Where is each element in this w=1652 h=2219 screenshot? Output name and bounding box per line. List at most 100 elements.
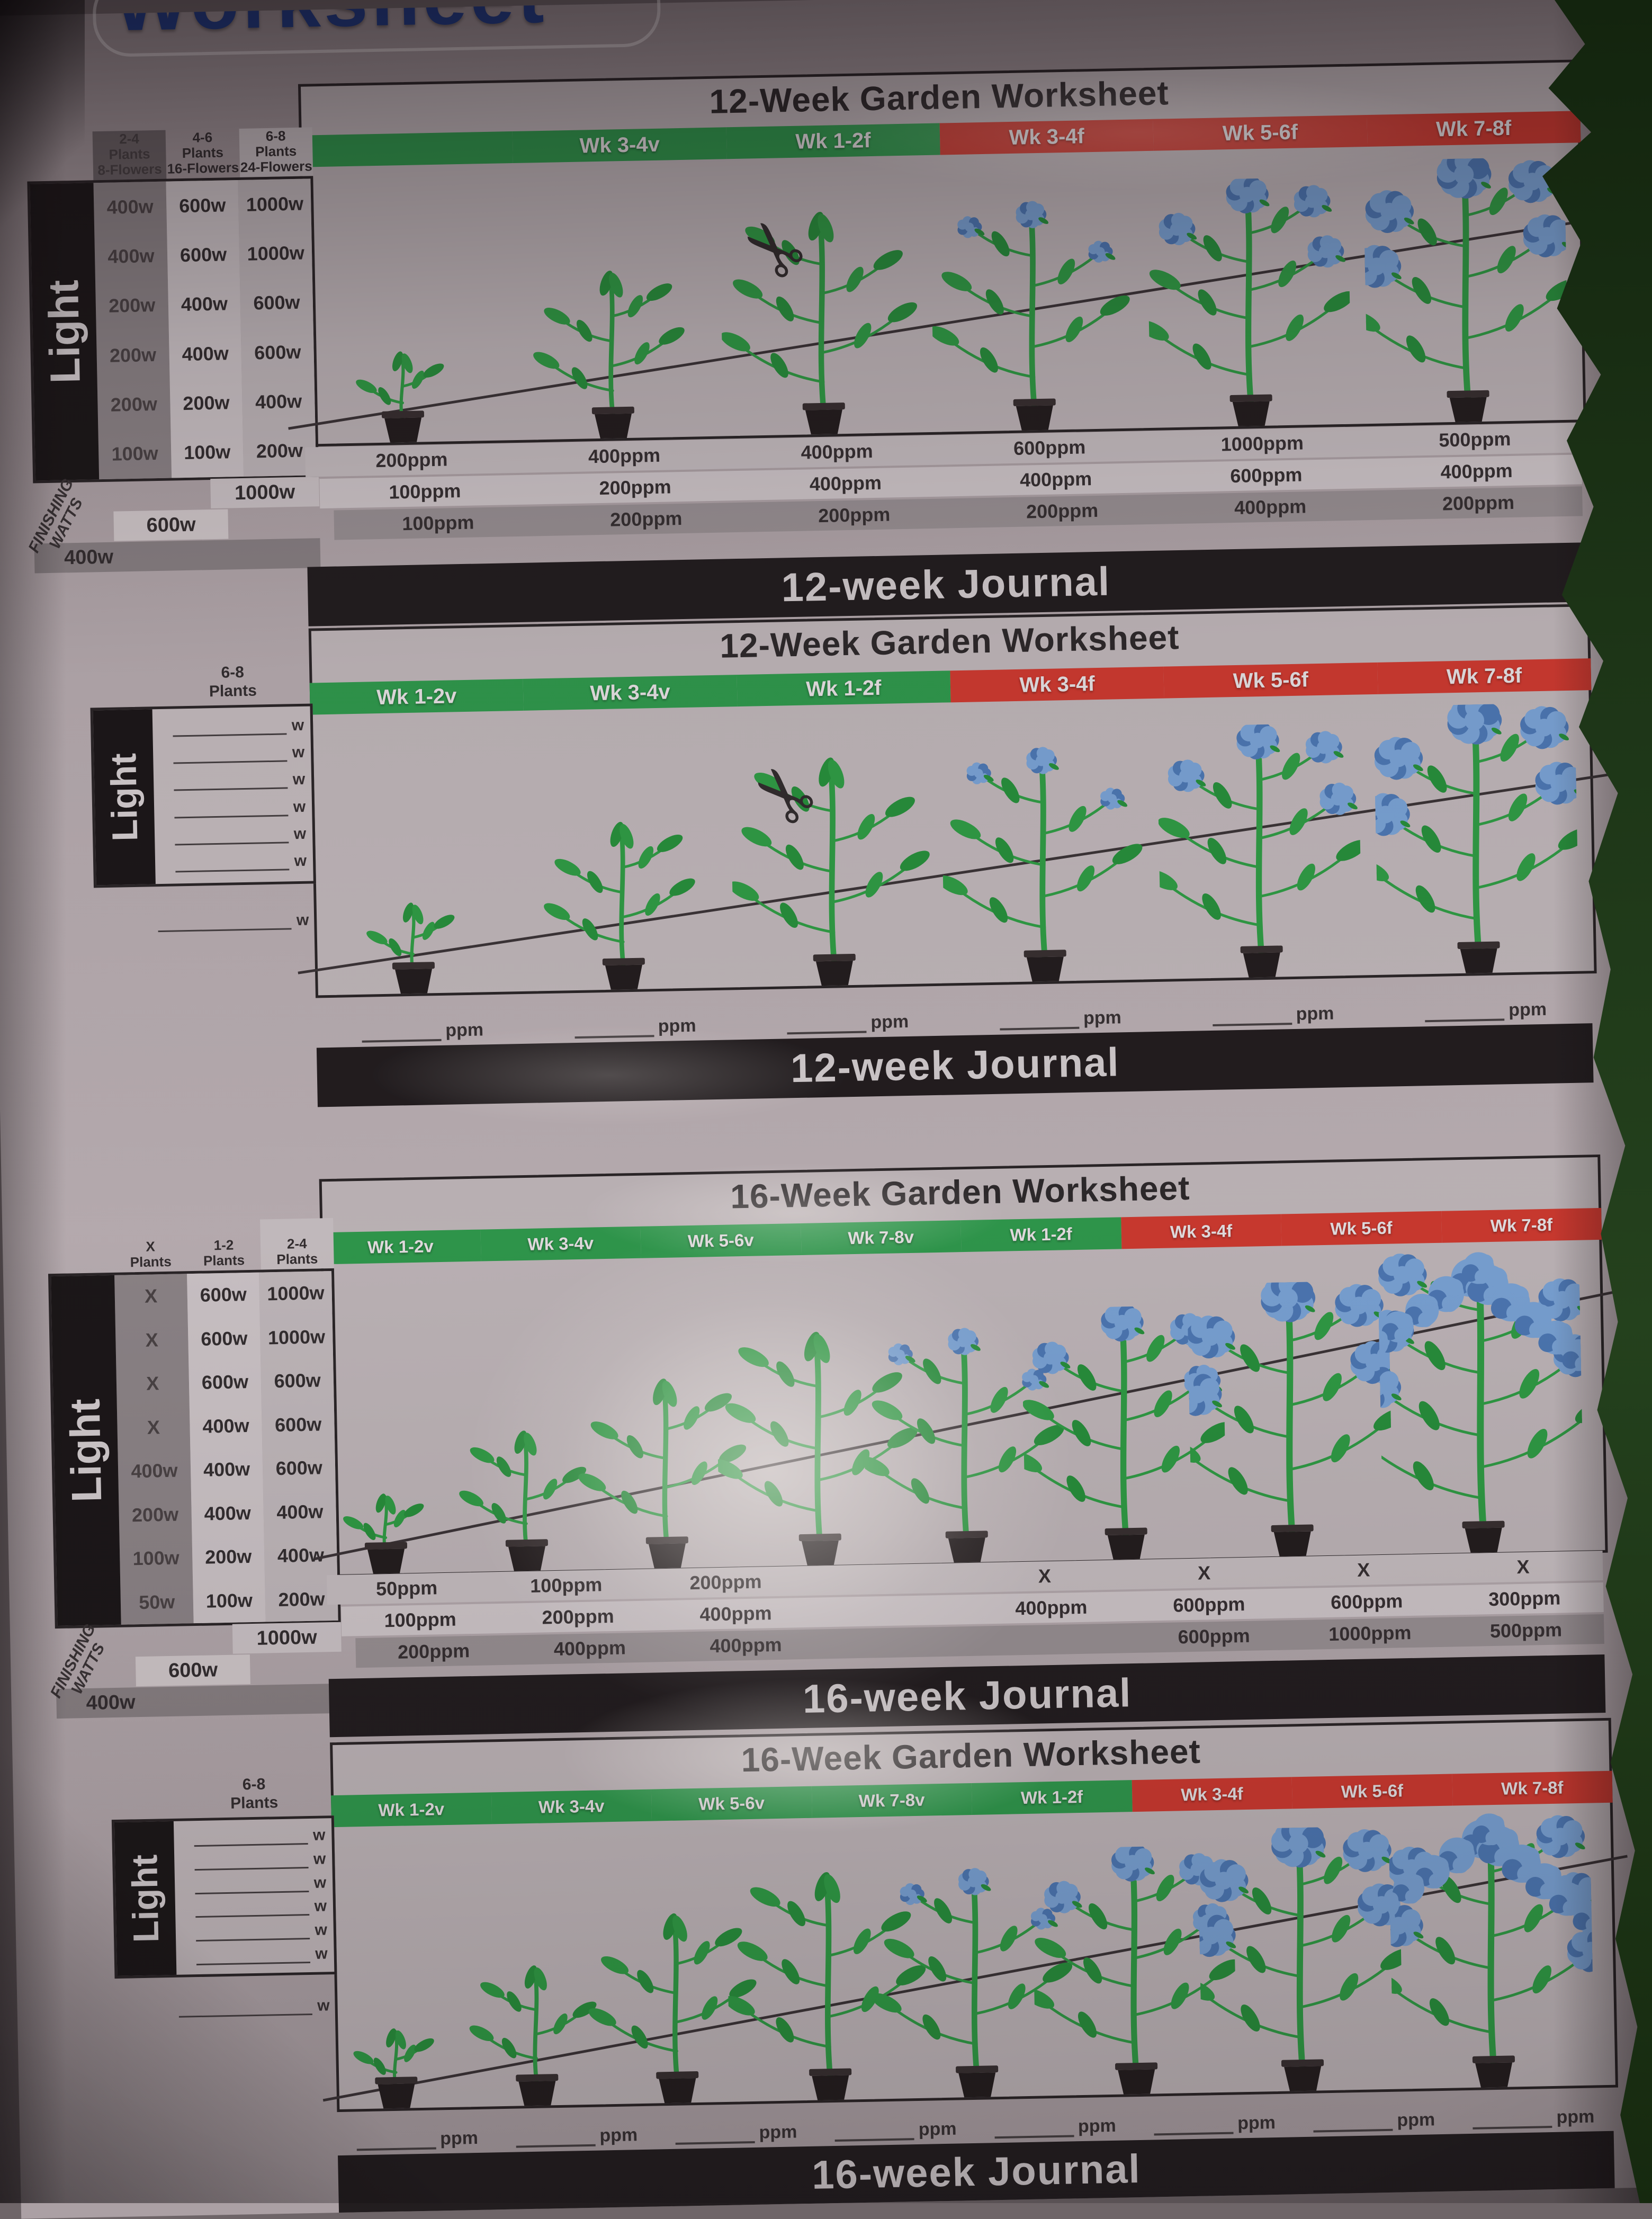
week-label: Wk 1-2f <box>805 676 882 701</box>
ppm-value-cell: X <box>1197 1562 1211 1584</box>
flowering-plant-illustration <box>1363 156 1569 422</box>
ppm-blank-field: ppm <box>1166 981 1380 1027</box>
week-label: Wk 5-6v <box>698 1793 765 1814</box>
watt-value-cell: 600w <box>200 1283 247 1307</box>
week-label: Wk 7-8v <box>858 1789 925 1811</box>
blank-ppm-line <box>1424 1000 1505 1023</box>
ppm-value-cell <box>824 1641 980 1644</box>
week-label: Wk 7-8f <box>1446 664 1522 688</box>
week-segment: Wk 1-2v <box>330 1792 492 1828</box>
ppm-unit-label: ppm <box>599 2125 638 2146</box>
ppm-unit-label: ppm <box>1296 1003 1334 1024</box>
week-label: Wk 7-8f <box>1435 116 1512 141</box>
light-sidebar-label: Light <box>103 753 146 842</box>
finishing-watt-value: 1000w <box>232 1622 342 1654</box>
week-label: Wk 1-2f <box>1020 1786 1083 1808</box>
watt-unit-label: w <box>313 1850 326 1868</box>
finishing-watt-value: 1000w <box>210 477 320 509</box>
blank-watt-line <box>172 719 287 737</box>
ppm-unit-label: ppm <box>1396 2109 1435 2131</box>
watt-unit-label: w <box>294 852 307 870</box>
blank-watt-line <box>196 1947 310 1965</box>
blank-ppm-line <box>834 2120 915 2142</box>
ppm-value-cell: 200ppm <box>609 507 683 531</box>
ppm-value-cell: 400ppm <box>710 1633 782 1657</box>
watt-value-cell: 200w <box>109 343 157 366</box>
ppm-blank-field: ppm <box>1453 2086 1614 2130</box>
week-segment: Wk 3-4v <box>491 1789 652 1824</box>
week-segment: Wk 7-8f <box>1367 111 1581 147</box>
watt-value-cell: 1000w <box>247 241 305 265</box>
blank-ppm-line <box>356 2129 436 2151</box>
watt-unit-label: w <box>293 798 306 816</box>
watt-value-cell: X <box>147 1416 160 1438</box>
ppm-value-cell: 200ppm <box>599 476 672 499</box>
watt-value-cell: 600w <box>274 1369 321 1392</box>
flowering-plant-illustration <box>1197 1826 1404 2091</box>
week-label: Wk 5-6f <box>1341 1780 1404 1802</box>
blank-watt-line <box>173 773 288 791</box>
light-table-headers: 2-4 Plants 8-Flowers 4-6 Plants 16-Flowers 6-8… <box>92 127 313 181</box>
week-segment: Wk 5-6v <box>651 1786 812 1821</box>
week-label: Wk 1-2v <box>367 1236 434 1257</box>
journal-label: 12-week Journal <box>780 559 1111 610</box>
watt-value-cell: 600w <box>201 1371 249 1393</box>
blank-watt-field: w <box>195 1898 327 1918</box>
watt-value-cell: 600w <box>274 1413 322 1436</box>
ppm-value-cell <box>815 1609 973 1613</box>
plants-count-header: 6-8 Plants <box>230 1775 279 1812</box>
ppm-unit-label: ppm <box>439 2127 479 2149</box>
watt-value-cell: 600w <box>179 243 227 266</box>
light-sidebar: Light <box>114 1821 177 1976</box>
ppm-value-cell: 400ppm <box>1019 468 1092 491</box>
ppm-value-cell: 400ppm <box>1015 1596 1088 1619</box>
blank-watt-line <box>174 828 289 846</box>
blank-watt-field: w <box>173 771 306 791</box>
flowering-plant-illustration <box>1373 702 1580 973</box>
blank-ppm-line <box>361 1021 442 1043</box>
week-label: Wk 7-8v <box>847 1227 914 1248</box>
week-segment: Wk 3-4f <box>950 666 1164 703</box>
week-segment: Wk 1-2f <box>726 123 940 159</box>
plant-growth-area: ✂ <box>288 146 1599 444</box>
week-segment: Wk 3-4v <box>480 1226 641 1261</box>
watt-unit-label: w <box>292 743 305 762</box>
ppm-blank-field: ppm <box>337 2107 497 2151</box>
week-segment: Wk 3-4f <box>939 119 1154 155</box>
watt-unit-label: w <box>292 771 306 789</box>
ppm-value-cell: 400ppm <box>1234 495 1307 518</box>
light-sidebar: Light <box>51 1275 121 1626</box>
blank-ppm-line <box>1313 2110 1393 2133</box>
light-sidebar-label: Light <box>61 1398 111 1503</box>
plants-count-header: 6-8 Plants <box>209 663 257 700</box>
light-sidebar-label: Light <box>39 279 89 384</box>
watt-value-cell: 400w <box>202 1414 249 1437</box>
ppm-value-cell: 200ppm <box>1442 491 1515 515</box>
blank-light-box: Light w w w w w w <box>111 1815 337 1979</box>
blank-light-box: Light w w w w w w <box>90 703 316 888</box>
week-segment: Wk 7-8f <box>1441 1207 1602 1243</box>
light-wattage-table: X Plants 1-2 Plants 2-4 Plants Light X X X X 400w 20… <box>47 1218 343 1721</box>
week-segment: Wk 7-8v <box>800 1220 962 1255</box>
week-segment <box>299 131 514 167</box>
watt-value-cell: 400w <box>131 1459 178 1482</box>
ppm-value-cell: 200ppm <box>1026 499 1099 523</box>
watt-unit-label: w <box>312 1826 326 1845</box>
week-label: Wk 3-4f <box>1019 672 1096 697</box>
watt-value-cell: 200w <box>110 392 158 416</box>
blank-watt-line <box>194 1853 309 1871</box>
week-segment: Wk 7-8f <box>1452 1770 1613 1806</box>
week-label: Wk 3-4v <box>590 680 671 705</box>
ppm-blank-field: ppm <box>1134 2091 1295 2136</box>
watt-grid: 400w 400w 200w 200w 200w 100w 600w 600w 400w 400w… <box>93 178 317 480</box>
blank-watt-line <box>173 746 288 764</box>
watt-unit-label: w <box>291 716 304 734</box>
ppm-unit-label: ppm <box>1556 2106 1595 2127</box>
light-sidebar-label: Light <box>124 1854 167 1943</box>
light-table-col-header: X Plants <box>130 1238 172 1270</box>
ppm-value-cell: 50ppm <box>375 1577 438 1600</box>
week-segment: Wk 7-8f <box>1377 658 1592 694</box>
week-label: Wk 1-2v <box>378 1799 445 1820</box>
